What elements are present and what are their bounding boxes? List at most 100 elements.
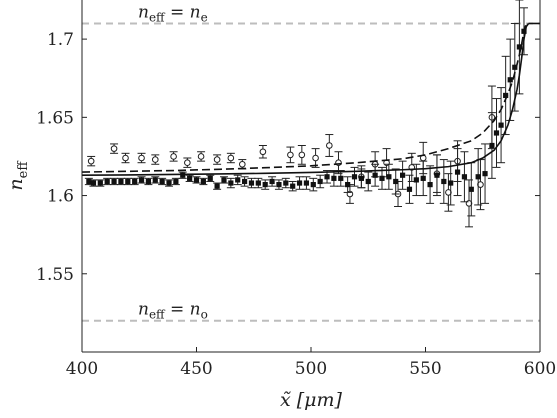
data-point-filled-square	[90, 180, 97, 186]
y-tick-label: 1.7	[47, 30, 74, 50]
data-point-open-circle	[151, 156, 159, 163]
data-point-filled-square	[290, 183, 296, 189]
x-axis-label: x̃ [μm]	[280, 389, 343, 411]
data-point-filled-square	[503, 92, 509, 99]
data-point-filled-square	[448, 180, 454, 186]
reference-annotation: neff = no	[138, 300, 208, 322]
data-point-filled-square	[235, 177, 241, 183]
data-point-filled-square	[111, 178, 117, 185]
data-point-filled-square	[420, 175, 426, 181]
y-tick-label: 1.55	[36, 265, 74, 285]
data-point-filled-square	[454, 169, 461, 175]
data-point-filled-square	[331, 175, 337, 181]
data-point-filled-square	[173, 178, 179, 185]
data-point-filled-square	[493, 130, 500, 136]
data-point-filled-square	[255, 180, 261, 186]
data-point-filled-square	[214, 183, 220, 189]
data-point-filled-square	[118, 178, 124, 185]
data-point-open-circle	[477, 181, 484, 188]
ticks: 400 450 500 550 600 1.55 1.6 1.65 1.7	[36, 30, 556, 379]
data-point-filled-square	[200, 178, 206, 185]
data-point-open-circle	[197, 153, 205, 160]
data-point-filled-square	[132, 178, 138, 185]
x-tick-label: 500	[295, 359, 327, 379]
data-point-filled-square	[317, 178, 323, 185]
data-point-filled-square	[324, 174, 330, 180]
data-point-open-circle	[213, 156, 221, 163]
data-point-filled-square	[406, 186, 413, 192]
data-point-filled-square	[379, 175, 385, 181]
data-point-filled-square	[358, 175, 364, 181]
data-point-filled-square	[400, 172, 406, 178]
data-point-filled-square	[372, 172, 378, 178]
data-point-filled-square	[482, 171, 488, 177]
data-point-filled-square	[283, 180, 289, 186]
data-point-filled-square	[97, 180, 103, 186]
data-point-open-circle	[184, 159, 191, 167]
data-point-filled-square	[269, 178, 275, 185]
data-point-filled-square	[516, 44, 522, 50]
data-point-filled-square	[507, 77, 513, 83]
data-point-filled-square	[427, 182, 433, 188]
data-point-open-circle	[170, 153, 177, 160]
data-point-open-circle	[239, 160, 246, 168]
data-point-open-circle	[138, 154, 145, 162]
x-tick-label: 450	[180, 359, 212, 379]
data-point-filled-square	[241, 178, 248, 185]
data-point-open-circle	[312, 154, 319, 162]
y-tick-label: 1.6	[47, 187, 74, 207]
data-point-filled-square	[207, 175, 213, 181]
data-point-filled-square	[159, 178, 165, 185]
data-point-filled-square	[310, 182, 316, 188]
data-point-filled-square	[152, 177, 158, 183]
data-point-open-circle	[259, 148, 267, 156]
data-point-filled-square	[468, 186, 474, 192]
data-point-filled-square	[166, 180, 172, 186]
y-tick-label: 1.65	[36, 108, 74, 128]
x-tick-label: 550	[409, 359, 441, 379]
data-point-filled-square	[296, 180, 303, 186]
model-curve-dashed	[81, 23, 528, 173]
data-point-filled-square	[413, 177, 419, 183]
data-point-filled-square	[262, 182, 268, 188]
y-axis-label: neff	[5, 160, 31, 191]
data-point-filled-square	[345, 182, 351, 188]
data-point-filled-square	[489, 142, 495, 149]
plot-area	[81, 0, 540, 322]
data-point-filled-square	[365, 178, 371, 185]
data-point-filled-square	[187, 175, 193, 181]
data-point-filled-square	[193, 177, 200, 183]
data-point-open-circle	[227, 154, 235, 162]
data-point-filled-square	[104, 178, 110, 185]
data-point-filled-square	[125, 178, 131, 185]
data-point-filled-square	[393, 178, 399, 185]
data-point-filled-square	[338, 175, 344, 181]
data-point-open-circle	[110, 145, 118, 152]
data-point-open-circle	[122, 154, 129, 162]
x-tick-label: 600	[524, 359, 556, 379]
data-point-filled-square	[512, 64, 518, 70]
data-point-filled-square	[441, 178, 447, 185]
model-curve-solid	[81, 22, 530, 177]
data-point-filled-square	[303, 180, 310, 186]
data-point-filled-square	[434, 172, 440, 178]
data-point-filled-square	[386, 174, 392, 180]
data-point-filled-square	[86, 178, 92, 185]
data-point-open-circle	[287, 151, 294, 159]
data-point-open-circle	[298, 151, 306, 159]
data-point-open-circle	[87, 157, 95, 165]
labels: neff = ne neff = no x̃ [μm] neff	[5, 2, 343, 411]
data-point-filled-square	[145, 178, 152, 185]
data-point-open-circle	[445, 189, 452, 196]
data-point-filled-square	[180, 172, 186, 178]
data-point-filled-square	[228, 180, 234, 186]
data-point-filled-square	[498, 122, 504, 128]
data-point-filled-square	[351, 174, 358, 180]
data-point-filled-square	[276, 182, 282, 188]
data-point-open-circle	[326, 142, 333, 149]
data-point-filled-square	[461, 174, 468, 180]
data-point-filled-square	[475, 174, 481, 180]
reference-annotation: neff = ne	[138, 2, 208, 24]
data-point-filled-square	[248, 180, 255, 186]
